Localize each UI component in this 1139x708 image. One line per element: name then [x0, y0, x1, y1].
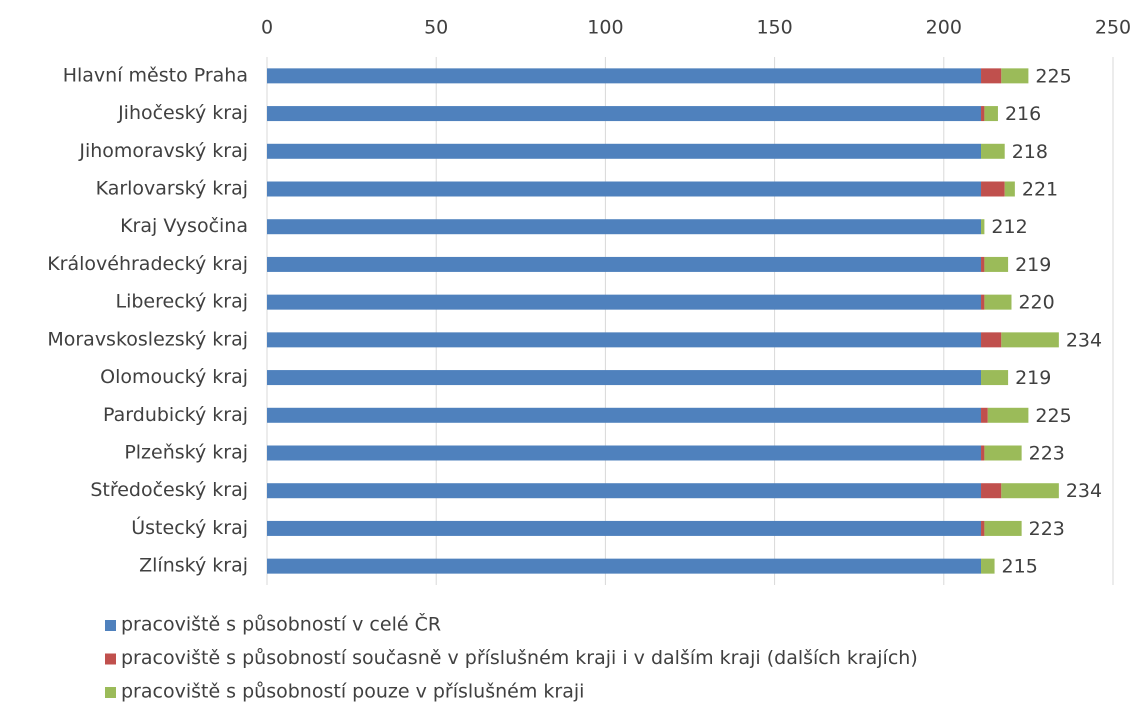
total-label: 219	[1015, 367, 1051, 389]
bar-segment	[981, 219, 985, 235]
x-tick-label: 150	[756, 17, 792, 39]
bar-segment	[267, 520, 982, 536]
bar-segment	[267, 143, 982, 159]
bar-segment	[984, 256, 1009, 272]
bar-segment	[267, 256, 982, 272]
y-tick-label: Plzeňský kraj	[124, 442, 248, 464]
x-tick-label: 200	[926, 17, 962, 39]
y-tick-label: Karlovarský kraj	[96, 178, 248, 200]
y-tick-label: Jihomoravský kraj	[78, 140, 248, 162]
y-tick-label: Liberecký kraj	[116, 291, 249, 313]
total-label: 234	[1066, 480, 1102, 502]
legend-label: pracoviště s působností v celé ČR	[121, 612, 441, 636]
total-label: 234	[1066, 329, 1102, 351]
bar-segment	[984, 294, 1012, 310]
bar-segment	[267, 370, 982, 386]
bar-segment	[981, 407, 988, 423]
y-tick-label: Jihočeský kraj	[117, 102, 248, 124]
y-tick-label: Pardubický kraj	[103, 404, 248, 426]
bar-segment	[981, 181, 1005, 197]
y-tick-label: Ústecký kraj	[131, 515, 248, 539]
legend-label: pracoviště s působností pouze v příslušn…	[121, 681, 584, 703]
total-label: 212	[991, 216, 1027, 238]
bar-segment	[981, 483, 1002, 499]
bar-segment	[1001, 68, 1029, 84]
total-label: 219	[1015, 254, 1051, 276]
bar-segment	[267, 294, 982, 310]
bar-segment	[984, 106, 998, 122]
legend-swatch	[105, 620, 116, 631]
total-label: 223	[1029, 443, 1065, 465]
total-label: 225	[1035, 405, 1071, 427]
x-tick-label: 0	[261, 17, 273, 39]
bar-segment	[267, 332, 982, 348]
bar-segment	[987, 407, 1029, 423]
bar-segment	[267, 407, 982, 423]
bar-segment	[981, 520, 985, 536]
total-label: 220	[1018, 292, 1054, 314]
y-tick-label: Olomoucký kraj	[100, 366, 248, 388]
bar-segment	[1001, 483, 1059, 499]
bar-segment	[267, 68, 982, 84]
bar-segment	[267, 181, 982, 197]
bar-segment	[981, 370, 1009, 386]
bar-segment	[267, 219, 982, 235]
y-tick-label: Královéhradecký kraj	[47, 253, 248, 275]
total-label: 215	[1002, 556, 1038, 578]
bar-segment	[1004, 181, 1015, 197]
bar-segment	[981, 256, 985, 272]
bar-segment	[267, 558, 982, 574]
y-tick-label: Zlínský kraj	[139, 555, 248, 577]
y-tick-label: Hlavní město Praha	[63, 64, 248, 86]
x-tick-label: 100	[587, 17, 623, 39]
bar-segment	[981, 332, 1002, 348]
bar-segment	[981, 445, 985, 461]
y-tick-label: Středočeský kraj	[90, 479, 248, 501]
bar-segment	[981, 558, 995, 574]
bar-segment	[267, 106, 982, 122]
bar-segment	[981, 143, 1005, 159]
bar-segment	[1001, 332, 1059, 348]
legend-swatch	[105, 653, 116, 665]
x-tick-label: 250	[1095, 17, 1131, 39]
y-tick-label: Kraj Vysočina	[120, 215, 248, 237]
total-label: 216	[1005, 103, 1041, 125]
bar-segment	[267, 483, 982, 499]
bar-segment	[981, 106, 985, 122]
bar-segment	[981, 294, 985, 310]
total-label: 218	[1012, 141, 1048, 163]
bar-segment	[984, 520, 1022, 536]
legend-label: pracoviště s působností současně v přísl…	[121, 647, 918, 669]
total-label: 223	[1029, 518, 1065, 540]
x-tick-label: 50	[424, 17, 448, 39]
bar-segment	[981, 68, 1002, 84]
total-label: 221	[1022, 179, 1058, 201]
bar-segment	[267, 445, 982, 461]
bar-segment	[984, 445, 1022, 461]
legend-swatch	[105, 687, 116, 698]
y-tick-label: Moravskoslezský kraj	[47, 328, 248, 350]
total-label: 225	[1035, 65, 1071, 87]
